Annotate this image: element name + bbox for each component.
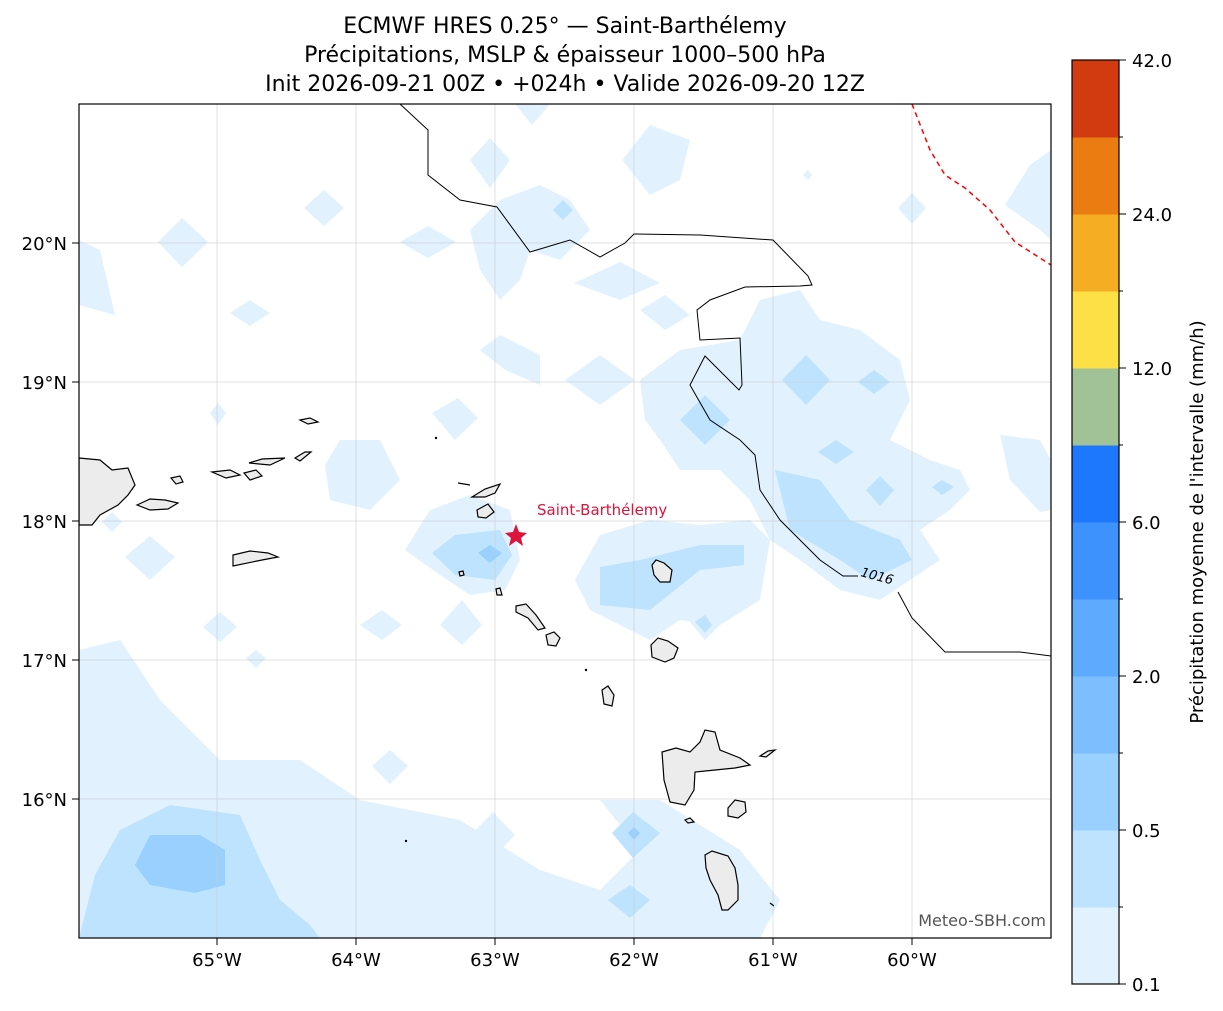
location-label: Saint-Barthélemy	[537, 501, 667, 519]
aves	[404, 839, 408, 843]
saint-eustatius	[495, 587, 503, 596]
lon-tick-label: 63°W	[470, 950, 520, 971]
map-title: ECMWF HRES 0.25° — Saint-Barthélemy	[343, 14, 787, 39]
saint-croix	[232, 550, 281, 567]
vieques	[135, 498, 180, 511]
colorbar-cell	[1072, 753, 1119, 831]
tiny-island	[457, 482, 471, 486]
lon-tick-label: 62°W	[609, 950, 659, 971]
montserrat	[601, 685, 615, 707]
colorbar-tick-label: 2.0	[1132, 667, 1161, 688]
dominica	[704, 850, 739, 911]
colorbar-tick-label: 0.5	[1132, 821, 1161, 842]
colorbar-cell	[1072, 291, 1119, 369]
sombrero	[434, 436, 438, 440]
colorbar-title: Précipitation moyenne de l'intervalle (m…	[1187, 320, 1208, 723]
saint-barthelemy-marker	[505, 524, 527, 546]
lat-tick-label: 20°N	[22, 234, 67, 255]
colorbar-tick-label: 0.1	[1132, 975, 1161, 996]
colorbar-tick-label: 24.0	[1132, 205, 1172, 226]
colorbar-cell	[1072, 214, 1119, 292]
guadeloupe	[661, 729, 752, 806]
anegada	[298, 417, 320, 425]
lon-axis	[216, 938, 913, 945]
colorbar-cell	[1072, 368, 1119, 446]
virgin-gorda	[293, 451, 313, 462]
nevis	[545, 631, 561, 647]
anguilla	[469, 482, 502, 498]
colorbar-cell	[1072, 445, 1119, 523]
map-subtitle: Précipitations, MSLP & épaisseur 1000–50…	[304, 43, 826, 68]
lat-tick-label: 18°N	[22, 512, 67, 533]
saint-martin	[476, 503, 495, 519]
watermark: Meteo-SBH.com	[918, 911, 1046, 930]
lat-axis	[72, 242, 79, 800]
colorbar-tick-label: 42.0	[1132, 51, 1172, 72]
thickness-line	[911, 104, 1051, 266]
colorbar-cell	[1072, 137, 1119, 215]
colorbar-cell	[1072, 60, 1119, 138]
islands	[79, 417, 778, 911]
colorbar-cell	[1072, 676, 1119, 754]
puerto-rico-east	[79, 457, 136, 526]
les-saintes	[683, 817, 696, 824]
tortola	[248, 457, 286, 466]
culebra	[169, 475, 184, 485]
isobar-1016	[399, 104, 1051, 657]
lat-tick-label: 17°N	[22, 651, 67, 672]
saint-thomas	[209, 469, 242, 479]
lat-tick-label: 16°N	[22, 790, 67, 811]
marie-galante	[727, 799, 747, 819]
lon-tick-label: 64°W	[331, 950, 381, 971]
saint-john	[242, 469, 264, 481]
tiny-island-2	[769, 902, 775, 907]
redonda	[584, 668, 588, 672]
colorbar-cell	[1072, 830, 1119, 908]
colorbar-ticks: 0.1 0.5 2.0 6.0 12.0 24.0 42.0	[1119, 51, 1172, 996]
colorbar-cell	[1072, 599, 1119, 677]
saint-kitts-nevis	[515, 603, 546, 631]
map-run-info: Init 2026-09-21 00Z • +024h • Valide 202…	[265, 72, 865, 97]
colorbar-cell	[1072, 907, 1119, 985]
map-area: 1016 Saint-Barthélemy Meteo-SBH.com	[79, 104, 1051, 938]
la-desirade	[758, 749, 778, 758]
colorbar-tick-label: 6.0	[1132, 513, 1161, 534]
lon-tick-label: 60°W	[887, 950, 937, 971]
saba	[458, 570, 465, 577]
graticule	[79, 104, 1051, 938]
colorbar	[1072, 60, 1119, 985]
colorbar-tick-label: 12.0	[1132, 359, 1172, 380]
antigua	[650, 637, 679, 663]
lon-tick-label: 65°W	[192, 950, 242, 971]
barbuda	[651, 559, 673, 583]
colorbar-cell	[1072, 522, 1119, 600]
lat-tick-label: 19°N	[22, 373, 67, 394]
lon-tick-label: 61°W	[748, 950, 798, 971]
